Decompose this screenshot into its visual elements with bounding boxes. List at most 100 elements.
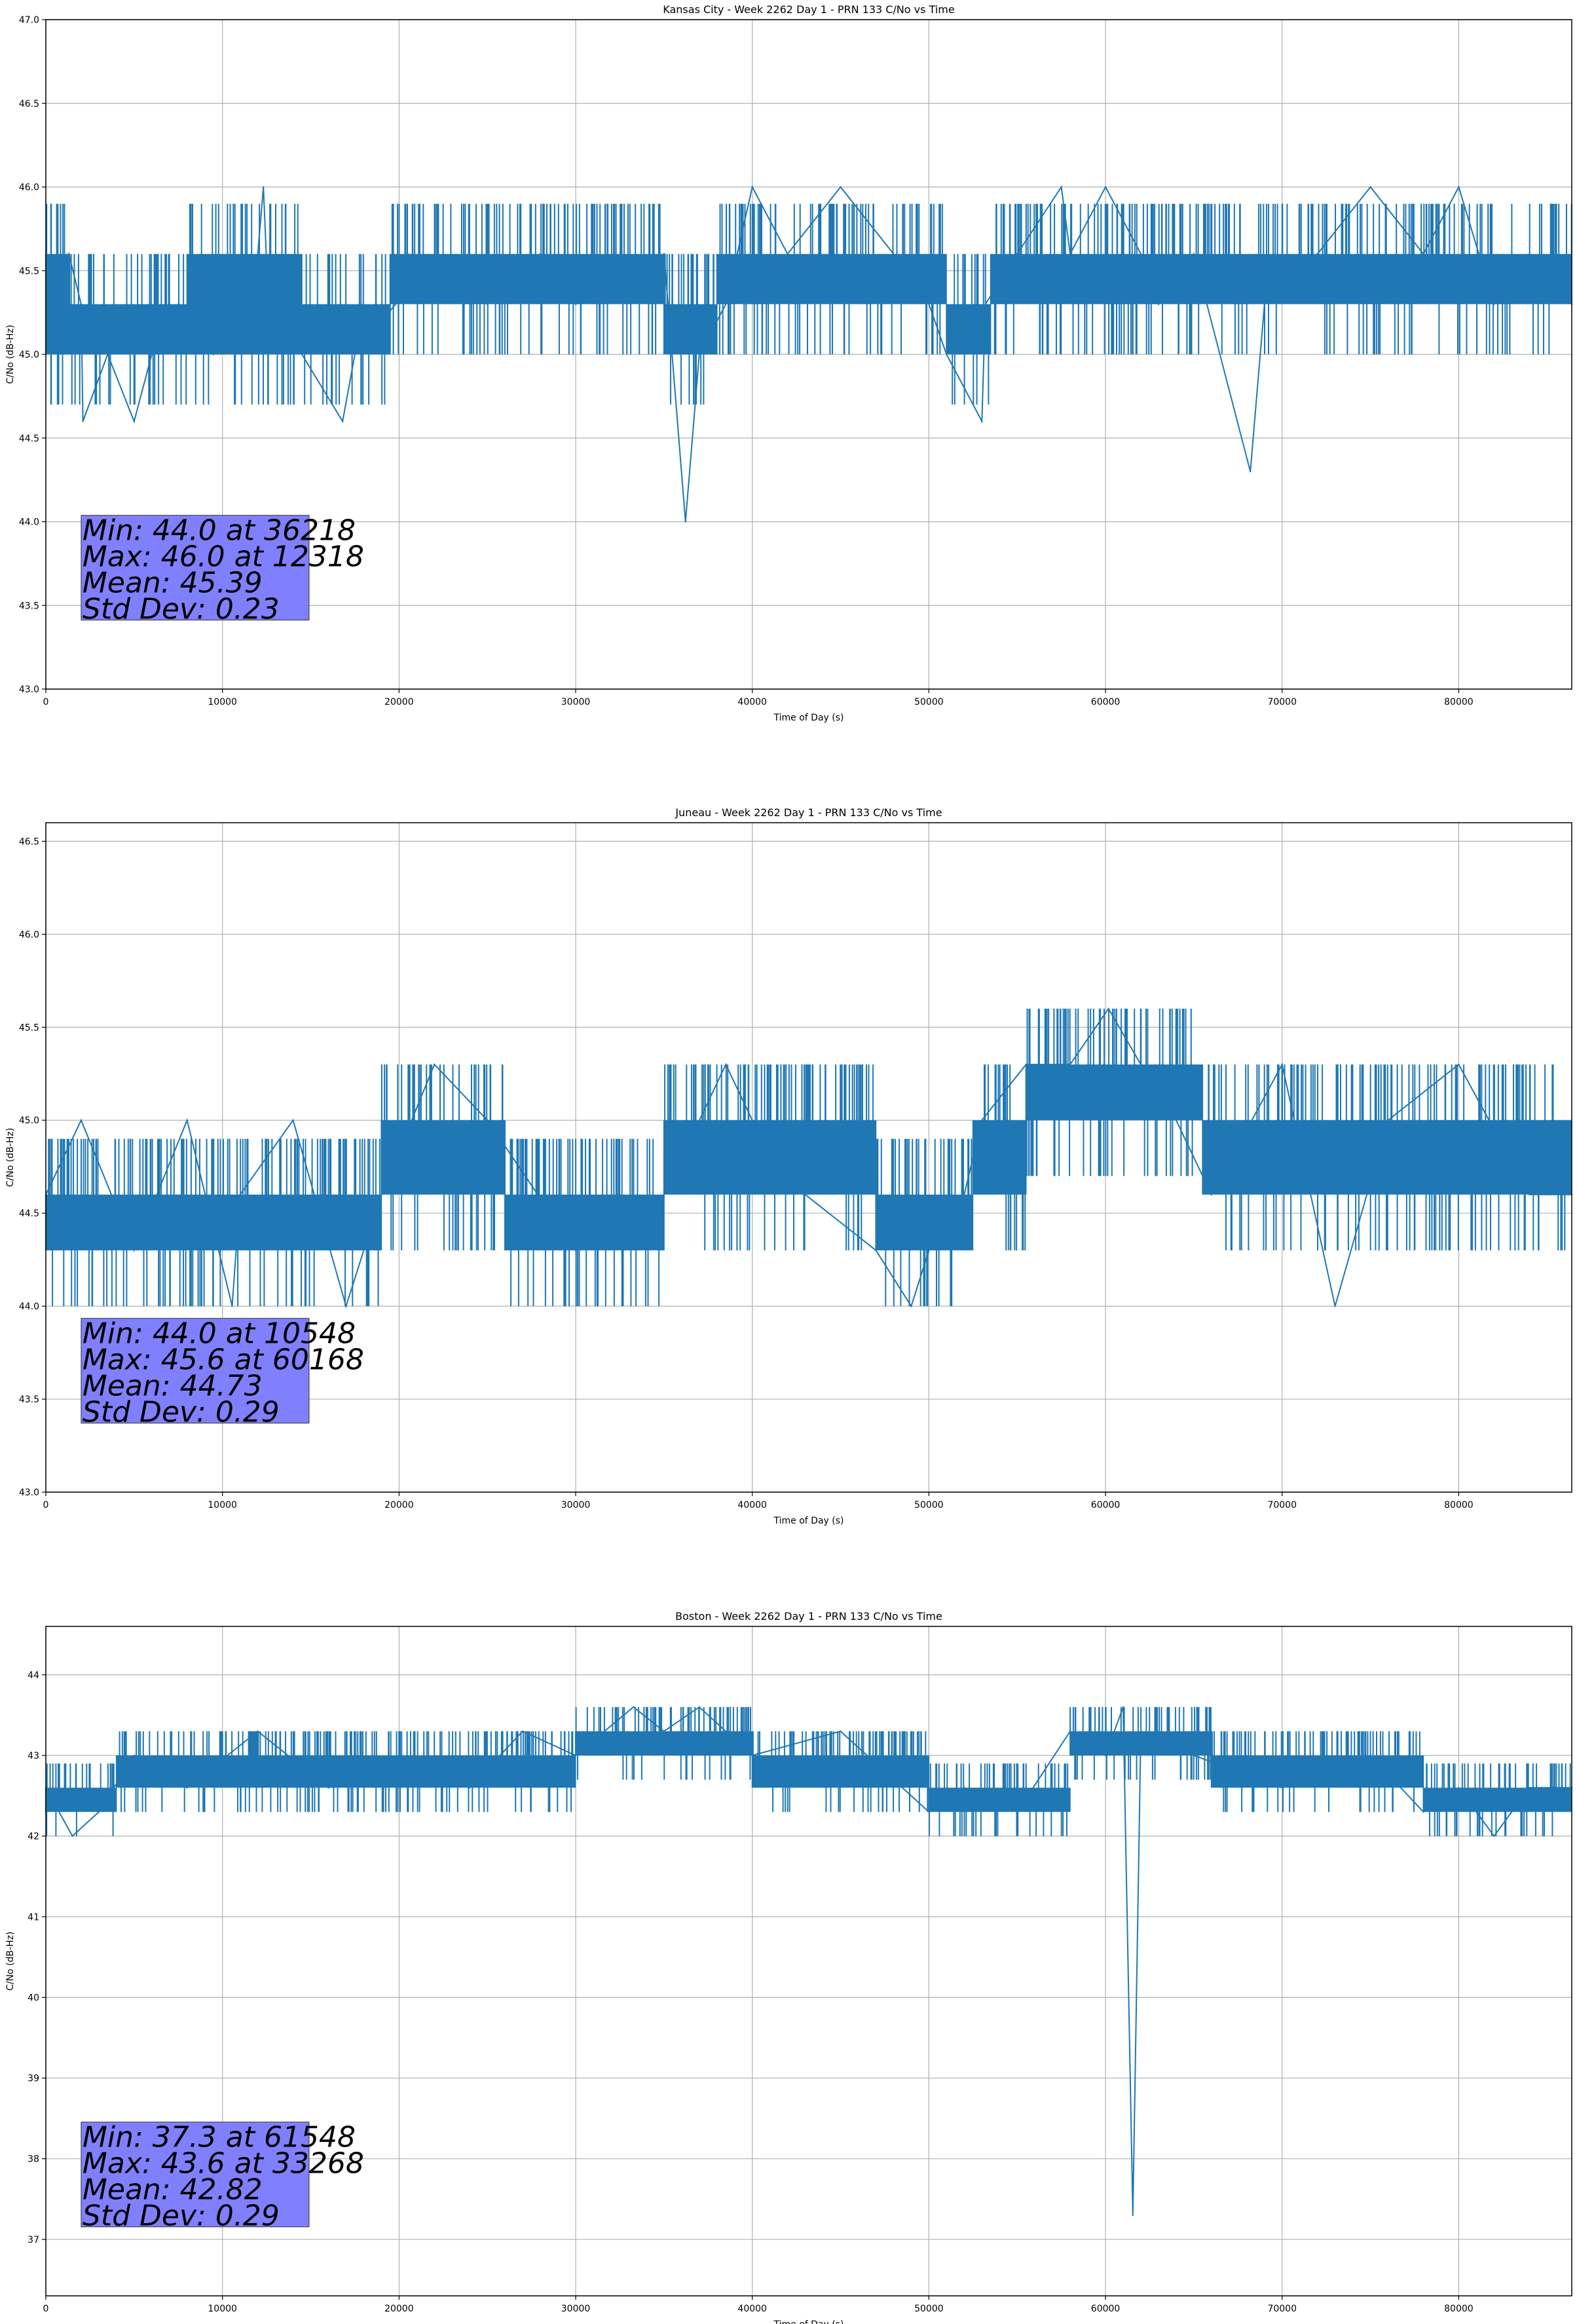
series-trace (45, 1706, 1572, 2215)
data-point (725, 1063, 727, 1066)
data-point (1069, 253, 1071, 255)
data-point (341, 421, 344, 422)
data-point (1422, 253, 1424, 255)
data-point (71, 1835, 73, 1837)
y-tick-label: 46.0 (19, 929, 39, 940)
x-tick-label: 10000 (208, 697, 237, 707)
data-point (574, 303, 577, 305)
data-point (1493, 1835, 1495, 1837)
data-point (963, 1193, 965, 1196)
data-point (1107, 1007, 1109, 1010)
x-tick-label: 80000 (1444, 697, 1474, 707)
stats-line3: Mean: 44.73 (83, 1370, 263, 1403)
y-tick-label: 43.0 (19, 1488, 39, 1498)
data-point (354, 353, 356, 356)
data-point (67, 253, 70, 255)
stats-background (81, 1318, 310, 1424)
data-point (1529, 1193, 1531, 1196)
data-point (1458, 186, 1460, 188)
chart-title: Kansas City - Week 2262 Day 1 - PRN 133 … (663, 3, 954, 16)
x-tick-label: 20000 (384, 697, 414, 707)
data-point (1104, 186, 1107, 188)
data-point (231, 1305, 233, 1307)
data-point (725, 303, 727, 305)
data-point (928, 1249, 930, 1252)
data-point (521, 1730, 524, 1733)
x-tick-label: 60000 (1091, 697, 1121, 707)
data-point (1122, 1706, 1124, 1708)
x-tick-label: 50000 (914, 1500, 944, 1510)
data-point (751, 1119, 753, 1121)
data-point (893, 253, 895, 255)
data-point (1193, 253, 1195, 255)
data-point (1529, 1787, 1531, 1789)
data-point (574, 1249, 577, 1252)
y-tick-label: 46.5 (19, 99, 39, 109)
data-point (80, 303, 83, 305)
data-point (186, 1787, 188, 1789)
series-band (45, 1707, 1572, 1837)
data-point (398, 1754, 400, 1757)
x-tick-label: 40000 (737, 2304, 767, 2314)
data-point (1493, 303, 1495, 305)
data-point (80, 1119, 83, 1121)
y-tick-label: 44.5 (19, 1209, 39, 1219)
data-point (1060, 186, 1062, 188)
x-tick-label: 30000 (561, 2304, 591, 2314)
data-point (394, 303, 397, 305)
x-axis-label: Time of Day (s) (773, 713, 844, 723)
stats-line3: Mean: 42.82 (83, 2173, 263, 2207)
x-tick-label: 30000 (561, 697, 591, 707)
y-tick-label: 45.5 (19, 1022, 39, 1033)
x-tick-label: 60000 (1091, 2304, 1121, 2314)
plot-frame (45, 1626, 1572, 2296)
x-tick-label: 50000 (914, 2304, 944, 2314)
data-point (327, 1787, 329, 1789)
y-tick-label: 44.5 (19, 434, 39, 444)
x-axis-label: Time of Day (s) (773, 2319, 844, 2324)
data-point (231, 303, 232, 305)
y-tick-label: 44.0 (19, 517, 39, 528)
y-axis-label: C/No (dB-Hz) (5, 325, 16, 384)
chart-1: 0 10000 20000 30000 40000 50000 60000 70000 8000… (5, 3, 1573, 723)
data-point (804, 1193, 806, 1196)
series-line (45, 1007, 1573, 1309)
data-point (177, 303, 179, 305)
data-point (292, 1119, 294, 1121)
data-point (98, 1811, 100, 1813)
x-tick-label: 60000 (1091, 1500, 1121, 1510)
x-tick-label: 50000 (914, 697, 944, 707)
y-tick-label: 44.0 (19, 1302, 39, 1312)
data-point (663, 1193, 665, 1196)
data-point (633, 1706, 635, 1708)
data-point (1334, 1305, 1336, 1307)
data-point (751, 1754, 753, 1757)
data-point (984, 303, 986, 305)
data-point (1016, 253, 1018, 255)
y-tick-label: 43.0 (19, 684, 39, 695)
data-point (434, 1063, 436, 1066)
x-axis-label: Time of Day (s) (773, 1516, 844, 1526)
data-point (82, 421, 84, 422)
y-tick-label: 45.0 (19, 350, 39, 360)
x-tick-label: 0 (43, 1500, 49, 1510)
data-point (1069, 1730, 1071, 1733)
x-tick-label: 10000 (208, 1500, 237, 1510)
data-point (663, 253, 665, 255)
x-tick-label: 70000 (1267, 1500, 1297, 1510)
x-tick-label: 0 (43, 2304, 49, 2314)
data-point (1140, 1063, 1142, 1066)
data-point (133, 1249, 135, 1252)
data-point (1069, 1063, 1071, 1066)
data-point (663, 1730, 665, 1733)
data-point (1250, 470, 1252, 473)
data-point (1263, 303, 1266, 305)
data-point (1458, 1063, 1460, 1066)
data-point (928, 303, 930, 305)
series-band (45, 204, 1572, 405)
data-point (1132, 2214, 1134, 2217)
series-band (45, 1008, 1572, 1307)
data-point (981, 421, 983, 422)
